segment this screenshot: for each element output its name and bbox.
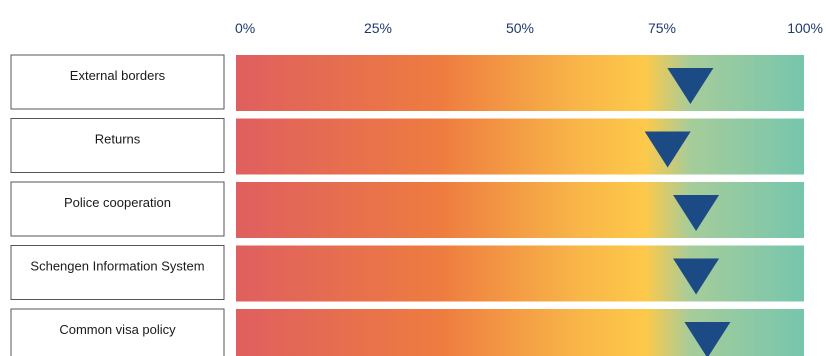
scale-bar xyxy=(236,118,804,175)
x-axis-ticks: 0% 25% 50% 75% 100% xyxy=(235,20,823,36)
x-tick-label: 100% xyxy=(787,20,823,36)
chart-row: Schengen Information System xyxy=(10,245,804,302)
scale-bar xyxy=(236,182,804,238)
x-tick-label: 75% xyxy=(648,20,676,36)
category-label: Common visa policy xyxy=(59,322,176,337)
category-label-box xyxy=(10,245,225,300)
category-label: Schengen Information System xyxy=(30,259,204,274)
value-marker xyxy=(644,131,691,168)
value-marker xyxy=(684,322,731,356)
value-marker xyxy=(673,195,720,231)
chart-rows: External borders Returns Police cooperatio… xyxy=(10,54,804,356)
category-label-box xyxy=(10,118,225,173)
chart-row: Common visa policy xyxy=(10,308,804,356)
category-label: External borders xyxy=(70,68,166,83)
chart-row: External borders xyxy=(10,54,804,111)
x-tick-label: 0% xyxy=(235,20,255,36)
category-label-box xyxy=(10,54,225,110)
category-label: Police cooperation xyxy=(64,195,171,210)
category-label-box xyxy=(10,181,225,237)
x-tick-label: 50% xyxy=(506,20,534,36)
x-tick-label: 25% xyxy=(364,20,392,36)
chart-row: Police cooperation xyxy=(10,181,804,238)
scale-bar xyxy=(236,55,804,111)
value-marker xyxy=(667,68,714,104)
value-marker xyxy=(673,258,720,295)
category-label-box xyxy=(10,308,225,356)
scale-bar xyxy=(236,245,804,302)
chart-row: Returns xyxy=(10,118,804,175)
category-label: Returns xyxy=(95,132,141,147)
